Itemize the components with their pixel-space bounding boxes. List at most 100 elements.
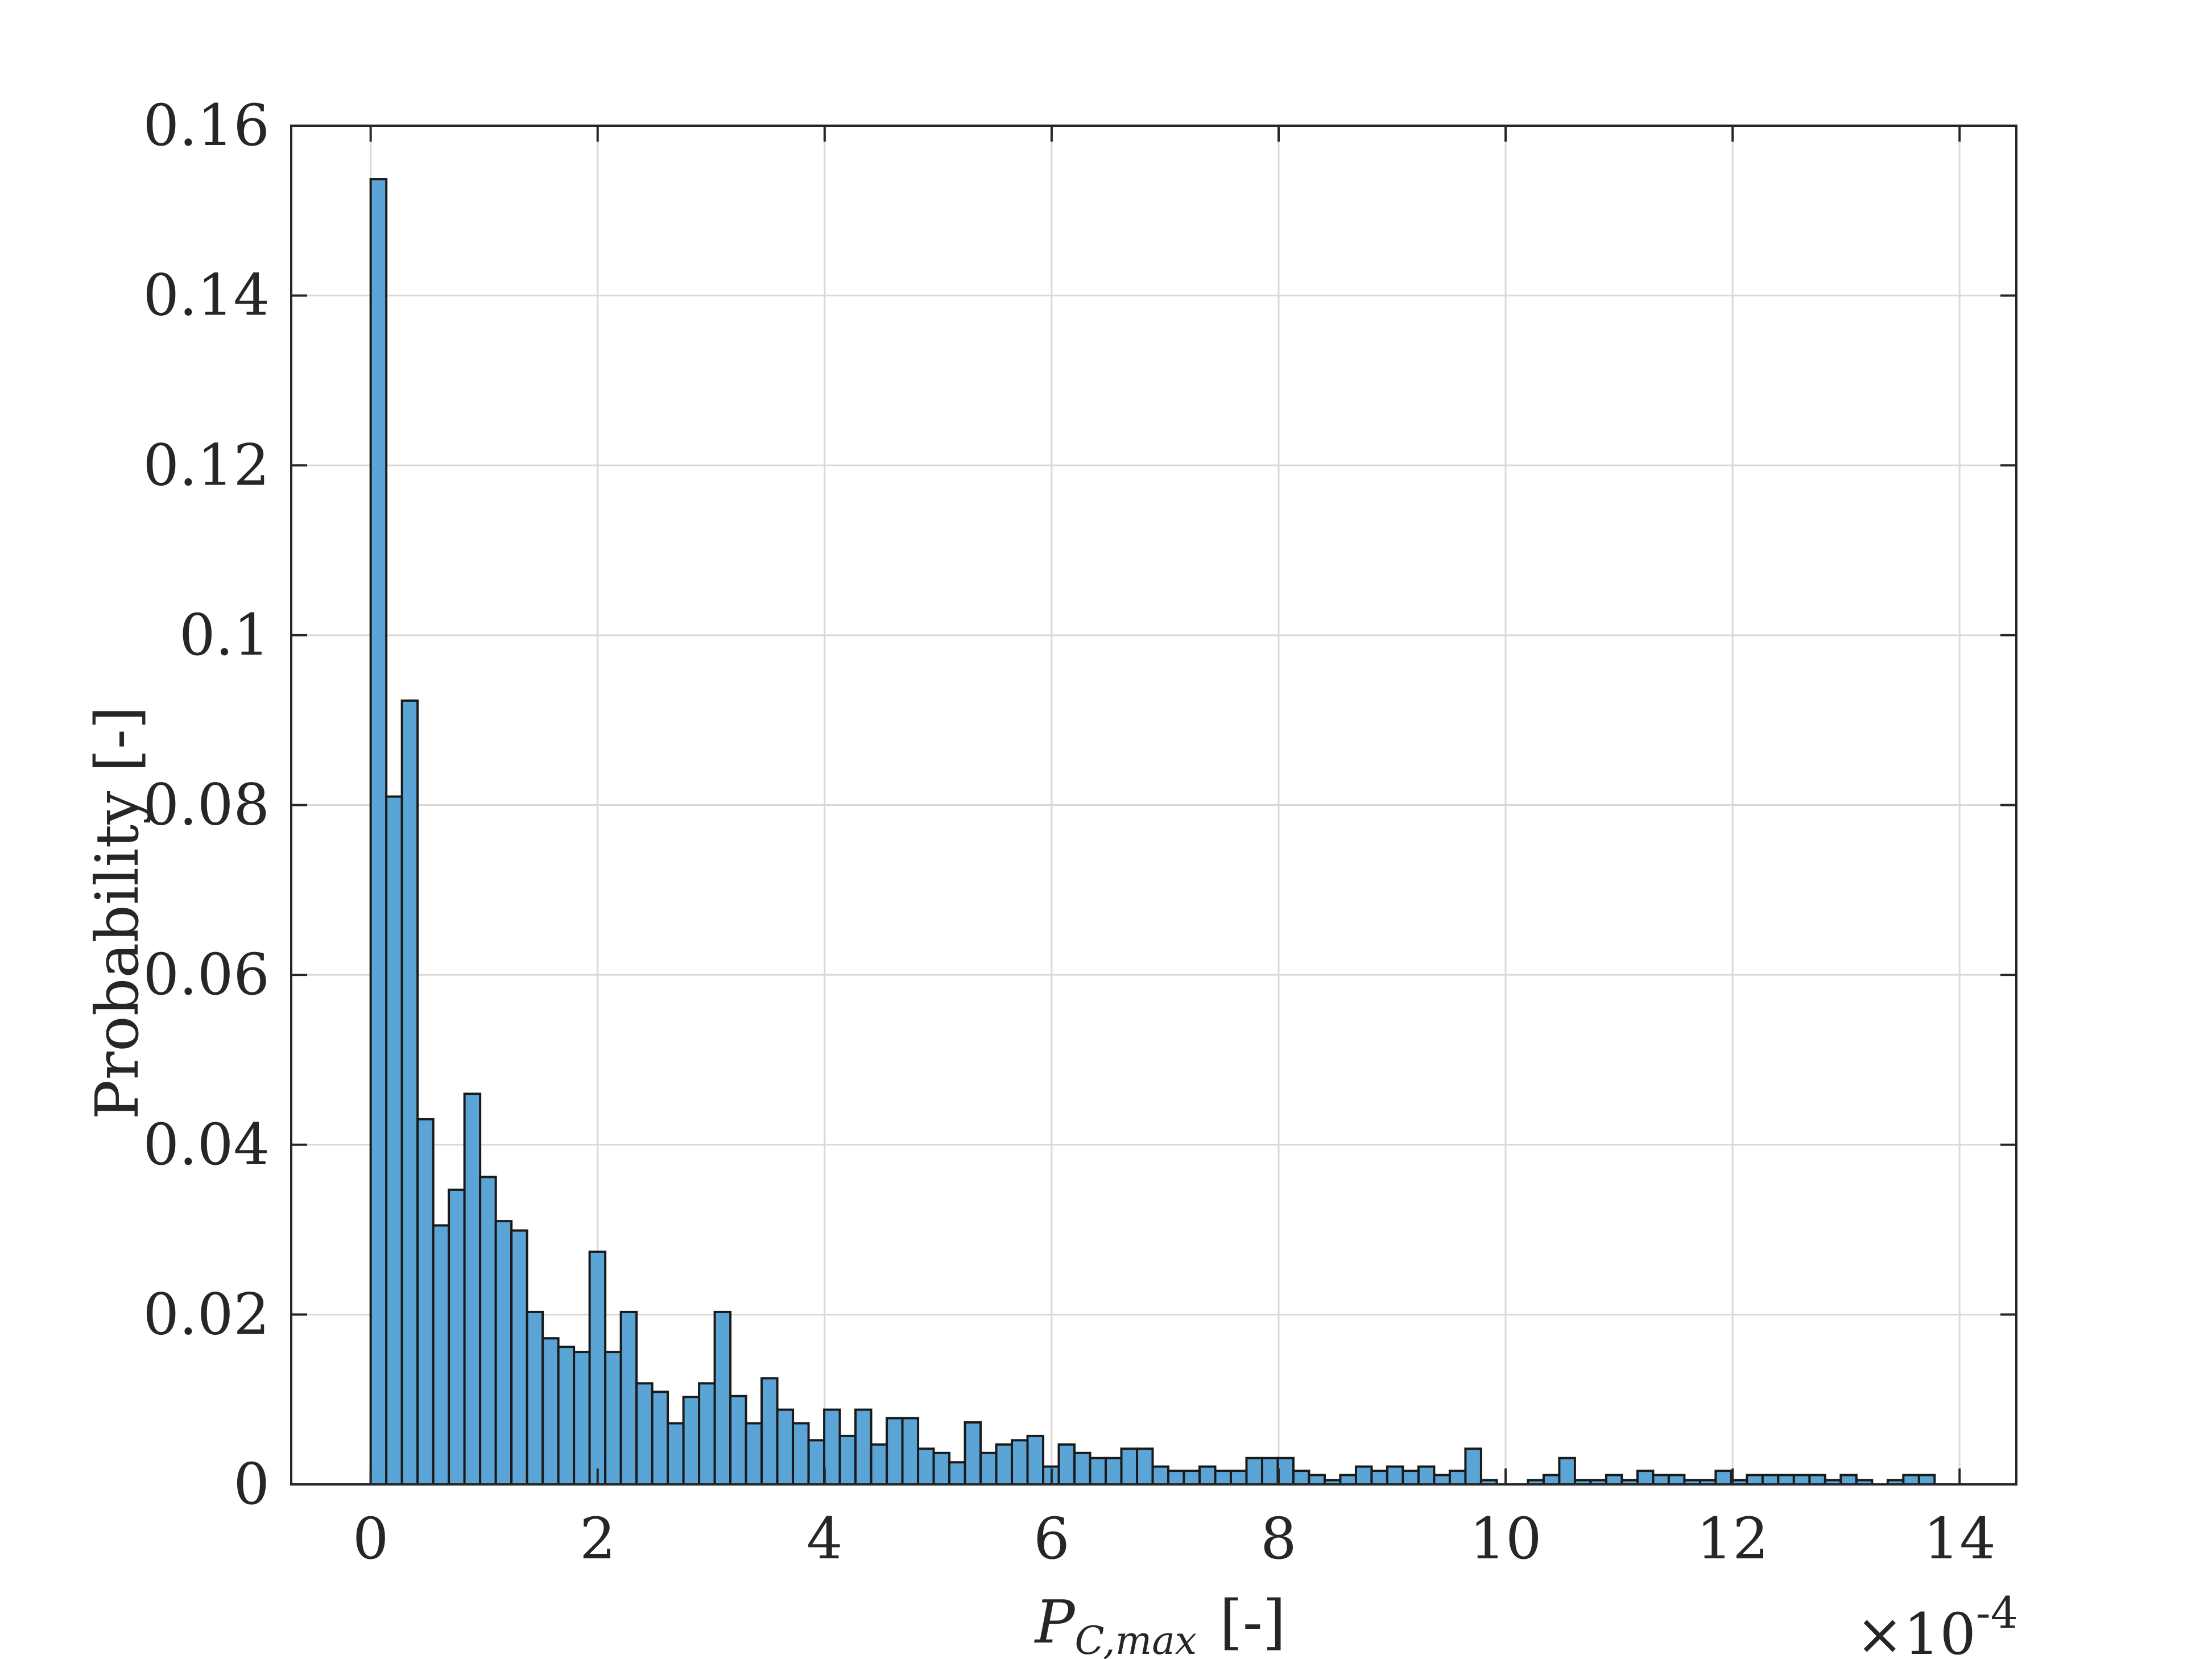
histogram-bar <box>1448 1470 1467 1486</box>
histogram-bar <box>1073 1451 1091 1486</box>
histogram-bar <box>573 1351 591 1486</box>
histogram-bar <box>870 1443 888 1486</box>
histogram-bar <box>901 1417 920 1486</box>
y-tick-label: 0.16 <box>143 92 270 159</box>
histogram-bar <box>760 1377 779 1486</box>
histogram-bar <box>1417 1465 1436 1486</box>
histogram-bar <box>604 1351 622 1486</box>
y-tick-label: 0.06 <box>143 941 270 1008</box>
histogram-bar <box>667 1422 685 1486</box>
y-tick-label: 0.14 <box>143 262 270 329</box>
histogram-bar <box>479 1176 497 1486</box>
histogram-bar <box>1464 1447 1482 1486</box>
histogram-bar <box>1808 1474 1826 1486</box>
histogram-bar <box>1245 1457 1263 1486</box>
y-axis-label: Probability [-] <box>82 706 152 1119</box>
histogram-bar <box>854 1408 873 1486</box>
histogram-bar <box>1777 1474 1795 1486</box>
histogram-bars <box>369 178 1936 1486</box>
histogram-bar <box>1026 1434 1045 1486</box>
x-axis-exponent-base: ×10 <box>1856 1601 1976 1659</box>
histogram-bar <box>964 1421 982 1486</box>
histogram-bar <box>979 1451 998 1486</box>
y-tick-label: 0.12 <box>143 432 270 498</box>
x-tick-label: 14 <box>1924 1505 1996 1572</box>
histogram-bar <box>1636 1470 1655 1486</box>
y-tick-label: 0.08 <box>143 772 270 838</box>
histogram-bar <box>1746 1474 1764 1486</box>
x-tick-label: 10 <box>1469 1505 1541 1572</box>
histogram-bar <box>651 1391 669 1486</box>
histogram-bar <box>448 1188 466 1486</box>
x-tick-label: 0 <box>353 1505 389 1572</box>
histogram-bar <box>1386 1465 1404 1486</box>
x-tick-label: 2 <box>580 1505 616 1572</box>
histogram-bar <box>838 1434 857 1486</box>
histogram-bar <box>1792 1474 1811 1486</box>
histogram-bar <box>1214 1470 1232 1486</box>
x-axis-exponent: ×10-4 <box>1856 1587 2018 1659</box>
histogram-bar <box>1136 1447 1154 1486</box>
histogram-bar <box>400 699 419 1486</box>
histogram-bar <box>823 1408 841 1486</box>
histogram-bar <box>463 1093 482 1486</box>
histogram-bar <box>1089 1457 1107 1486</box>
histogram-bar <box>1183 1470 1201 1486</box>
histogram-bar <box>948 1461 966 1486</box>
histogram-bar <box>1260 1457 1279 1486</box>
x-axis-label: PC,max [-] <box>1034 1587 1286 1659</box>
x-tick-label: 4 <box>807 1505 843 1572</box>
histogram-bar <box>932 1451 951 1486</box>
histogram-bar <box>1354 1465 1373 1486</box>
histogram-bar <box>745 1422 763 1486</box>
y-tick-labels: 0 0.02 0.04 0.06 0.08 0.1 0.12 0.14 0.16 <box>143 92 270 1517</box>
histogram-bar <box>1902 1474 1920 1486</box>
histogram-bar <box>1542 1474 1561 1486</box>
histogram-bar <box>807 1439 826 1486</box>
histogram-bar <box>557 1346 576 1486</box>
y-tick-label: 0 <box>233 1451 270 1517</box>
histogram-bar <box>1433 1474 1451 1486</box>
x-axis-label-unit: [-] <box>1219 1587 1285 1657</box>
histogram-bar <box>1105 1457 1123 1486</box>
histogram-bar <box>369 178 388 1486</box>
y-tick-label: 0.04 <box>143 1111 270 1178</box>
histogram-bar <box>682 1396 701 1486</box>
histogram-bar <box>510 1229 528 1486</box>
y-tick-label: 0.02 <box>143 1281 270 1347</box>
x-tick-label: 8 <box>1260 1505 1297 1572</box>
x-axis-label-main: P <box>1034 1587 1076 1657</box>
histogram-bar <box>1917 1474 1936 1486</box>
histogram-bar <box>698 1382 716 1486</box>
histogram-bar <box>1667 1474 1686 1486</box>
histogram-bar <box>494 1220 513 1486</box>
histogram-bar <box>1120 1447 1139 1486</box>
histogram-bar <box>1605 1474 1623 1486</box>
histogram-bar <box>1761 1474 1780 1486</box>
histogram-bar <box>588 1250 607 1486</box>
histogram-bar <box>1839 1474 1858 1486</box>
histogram-bar <box>1167 1470 1185 1486</box>
histogram-bar <box>1308 1474 1326 1486</box>
y-tick-label: 0.1 <box>179 602 270 668</box>
histogram-bar <box>1558 1457 1576 1486</box>
histogram-bar <box>1011 1439 1029 1486</box>
histogram-bar <box>1151 1465 1170 1486</box>
grid-lines <box>291 126 2016 1484</box>
histogram-bar <box>1057 1443 1076 1486</box>
x-axis-exponent-power: -4 <box>1976 1587 2018 1638</box>
histogram-bar <box>1714 1470 1733 1486</box>
histogram-bar <box>886 1417 904 1486</box>
histogram-bar <box>729 1395 747 1486</box>
histogram-bar <box>432 1224 450 1486</box>
histogram-bar <box>1276 1457 1295 1486</box>
histogram-bar <box>995 1443 1014 1486</box>
histogram-bar <box>416 1118 435 1486</box>
histogram-bar <box>541 1337 560 1486</box>
histogram-bar <box>635 1382 654 1486</box>
histogram-bar <box>917 1447 935 1486</box>
histogram-bar <box>1652 1474 1670 1486</box>
histogram-bar <box>1229 1470 1248 1486</box>
